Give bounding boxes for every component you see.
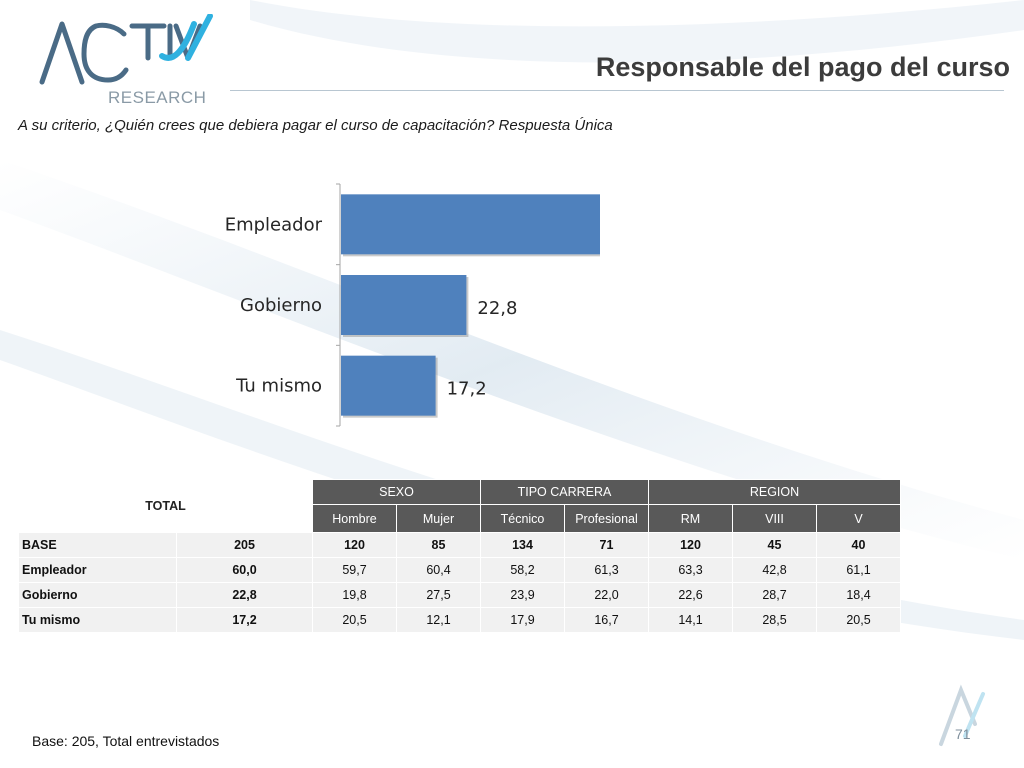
data-label: 22,8 xyxy=(477,298,517,319)
table-row: Gobierno 22,8 19,8 27,5 23,9 22,0 22,6 2… xyxy=(18,582,901,608)
group-header-tipo-carrera: TIPO CARRERA xyxy=(480,479,649,505)
table-cell: 61,1 xyxy=(816,557,901,583)
table-cell: 28,5 xyxy=(732,607,817,633)
category-label: Empleador xyxy=(225,214,323,235)
table-cell: 85 xyxy=(396,532,481,558)
total-header: TOTAL xyxy=(18,479,313,533)
table-cell: 42,8 xyxy=(732,557,817,583)
logo-text: RESEARCH xyxy=(108,88,207,107)
subheader-hombre: Hombre xyxy=(312,504,397,533)
base-footnote: Base: 205, Total entrevistados xyxy=(32,733,220,749)
table-cell: 19,8 xyxy=(312,582,397,608)
table-cell: 45 xyxy=(732,532,817,558)
data-label: 17,2 xyxy=(447,379,487,400)
table-cell: 63,3 xyxy=(648,557,733,583)
page-number: 71 xyxy=(955,726,971,742)
table-cell: 14,1 xyxy=(648,607,733,633)
row-label: Empleador xyxy=(18,557,177,583)
row-label: Gobierno xyxy=(18,582,177,608)
table-cell: 18,4 xyxy=(816,582,901,608)
total-cell: 205 xyxy=(176,532,313,558)
subheader-v: V xyxy=(816,504,901,533)
subheader-rm: RM xyxy=(648,504,733,533)
bar-tu-mismo xyxy=(341,355,436,416)
table-row: Empleador 60,0 59,7 60,4 58,2 61,3 63,3 … xyxy=(18,557,901,583)
table-cell: 28,7 xyxy=(732,582,817,608)
table-cell: 134 xyxy=(480,532,565,558)
table-row: Tu mismo 17,2 20,5 12,1 17,9 16,7 14,1 2… xyxy=(18,607,901,633)
crosstab-table: TOTAL SEXO TIPO CARRERA REGION Hombre Mu… xyxy=(18,479,901,633)
table-cell: 58,2 xyxy=(480,557,565,583)
subheader-profesional: Profesional xyxy=(564,504,649,533)
table-cell: 17,9 xyxy=(480,607,565,633)
activa-small-logo-icon xyxy=(939,684,985,746)
bar-gobierno xyxy=(341,275,467,335)
subheader-viii: VIII xyxy=(732,504,817,533)
table-cell: 120 xyxy=(312,532,397,558)
total-cell: 22,8 xyxy=(176,582,313,608)
logo-mark xyxy=(39,13,213,85)
total-cell: 17,2 xyxy=(176,607,313,633)
row-label: Tu mismo xyxy=(18,607,177,633)
subheader-mujer: Mujer xyxy=(396,504,481,533)
total-cell: 60,0 xyxy=(176,557,313,583)
table-cell: 59,7 xyxy=(312,557,397,583)
category-label: Tu mismo xyxy=(235,376,322,397)
page-title: Responsable del pago del curso xyxy=(595,52,1010,82)
survey-question: A su criterio, ¿Quién crees que debiera … xyxy=(18,117,613,134)
table-cell: 12,1 xyxy=(396,607,481,633)
table-cell: 22,6 xyxy=(648,582,733,608)
table-cell: 20,5 xyxy=(816,607,901,633)
table-cell: 20,5 xyxy=(312,607,397,633)
table-cell: 16,7 xyxy=(564,607,649,633)
table-cell: 27,5 xyxy=(396,582,481,608)
table-cell: 23,9 xyxy=(480,582,565,608)
title-divider xyxy=(230,90,1004,91)
subheader-tecnico: Técnico xyxy=(480,504,565,533)
table-row: BASE 205 120 85 134 71 120 45 40 xyxy=(18,532,901,558)
group-header-region: REGION xyxy=(648,479,901,505)
table-cell: 61,3 xyxy=(564,557,649,583)
bar-empleador xyxy=(341,194,600,255)
row-label: BASE xyxy=(18,532,177,558)
table-cell: 40 xyxy=(816,532,901,558)
group-header-sexo: SEXO xyxy=(312,479,481,505)
table-cell: 22,0 xyxy=(564,582,649,608)
table-cell: 60,4 xyxy=(396,557,481,583)
table-cell: 71 xyxy=(564,532,649,558)
category-label: Gobierno xyxy=(240,295,322,316)
activa-logo: RESEARCH xyxy=(28,13,228,110)
table-cell: 120 xyxy=(648,532,733,558)
